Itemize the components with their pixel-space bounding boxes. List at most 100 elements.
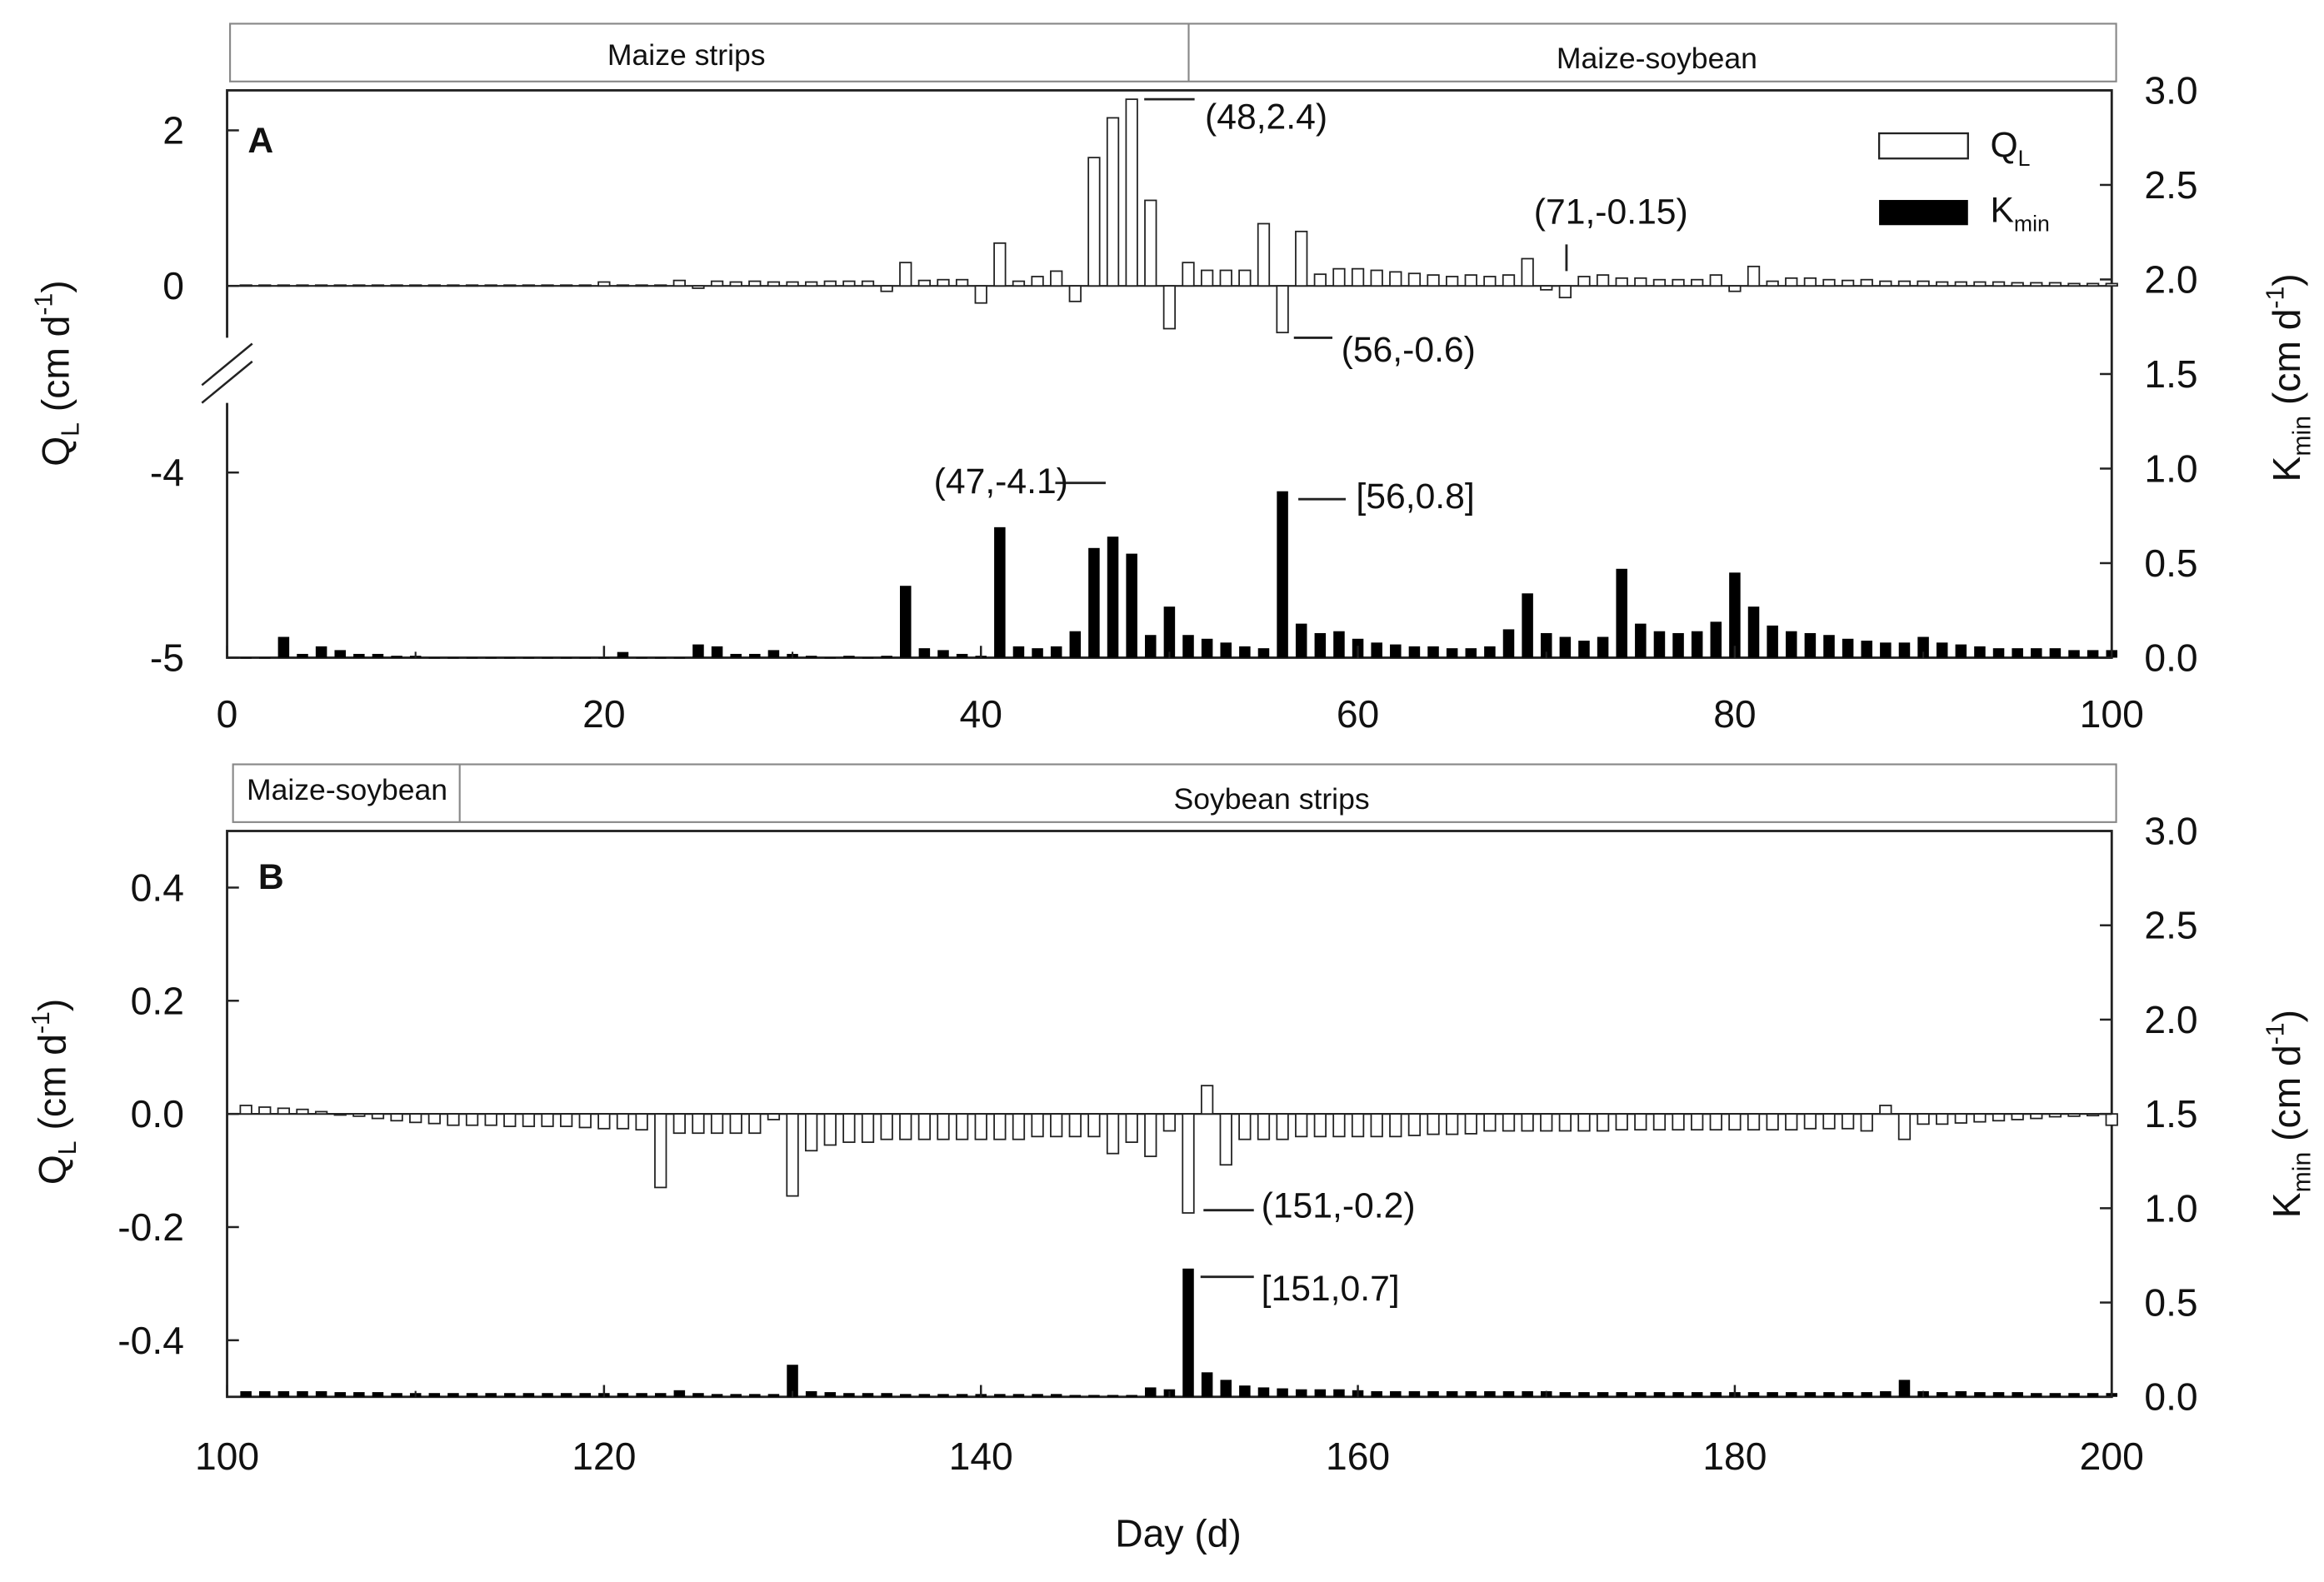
ql-bar xyxy=(1766,1113,1779,1131)
kmin-bar xyxy=(2012,648,2023,658)
kmin-bar xyxy=(1295,1389,1307,1397)
ql-bar xyxy=(427,284,441,287)
kmin-bar xyxy=(1974,1392,1986,1397)
kmin-bar xyxy=(1616,568,1627,658)
kmin-bar xyxy=(692,644,704,658)
kmin-bar xyxy=(1465,1390,1477,1397)
ql-bar xyxy=(1652,278,1667,287)
kmin-bar xyxy=(1390,644,1402,658)
kmin-bar xyxy=(767,650,780,658)
kmin-bar xyxy=(259,1390,271,1397)
kmin-bar xyxy=(1408,1390,1421,1397)
panel-a-stage-box xyxy=(229,22,2117,82)
ql-bar xyxy=(1050,270,1063,287)
right-tick-label: 0.5 xyxy=(2144,1281,2197,1325)
ql-bar xyxy=(974,285,987,304)
kmin-bar xyxy=(1672,1392,1684,1397)
ql-bar xyxy=(899,1113,912,1140)
ql-bar xyxy=(1540,1113,1553,1132)
kmin-bar xyxy=(504,1393,516,1397)
ql-bar xyxy=(1276,1113,1289,1140)
kmin-bar xyxy=(1578,641,1590,658)
ql-bar xyxy=(1879,280,1892,287)
ql-bar xyxy=(861,280,875,287)
ql-bar xyxy=(1709,274,1722,287)
left-tick-label: -0.4 xyxy=(117,1319,184,1362)
kmin-bar xyxy=(240,657,252,659)
kmin-bar xyxy=(1201,638,1213,658)
kmin-bar xyxy=(1597,636,1609,658)
ql-bar xyxy=(352,284,366,287)
kmin-bar xyxy=(1126,553,1137,658)
ql-bar xyxy=(974,1113,987,1140)
kmin-bar xyxy=(881,1393,892,1397)
kmin-bar xyxy=(522,657,535,659)
kmin-bar xyxy=(1917,636,1929,658)
kmin-bar xyxy=(824,1392,837,1397)
panel-a-annotation: (56,-0.6) xyxy=(1342,330,1476,370)
ql-bar xyxy=(333,1113,347,1116)
ql-bar xyxy=(1596,274,1610,287)
panel-b-kmin-bars xyxy=(240,1268,2118,1397)
kmin-bar xyxy=(918,648,931,658)
ql-bar xyxy=(371,1113,385,1120)
x-tick-label: 160 xyxy=(1326,1435,1390,1478)
ql-bar xyxy=(842,280,856,287)
ql-bar xyxy=(2105,1113,2118,1126)
x-tick-label: 100 xyxy=(2080,692,2144,736)
kmin-bar xyxy=(1446,1390,1458,1397)
ql-bar xyxy=(2030,282,2043,287)
ql-bar xyxy=(861,1113,875,1143)
kmin-bar xyxy=(654,1393,667,1397)
kmin-bar xyxy=(1182,1268,1194,1397)
ql-bar xyxy=(1803,277,1817,287)
ql-bar xyxy=(239,1105,252,1115)
kmin-bar xyxy=(1446,648,1458,658)
right-tick-label: 2.0 xyxy=(2144,257,2197,301)
ql-bar xyxy=(1483,276,1497,287)
ql-bar xyxy=(1276,285,1289,334)
kmin-bar xyxy=(1786,631,1797,658)
ql-bar xyxy=(1897,1113,1912,1140)
ql-bar xyxy=(2048,1113,2062,1118)
kmin-bar xyxy=(1145,635,1157,658)
kmin-bar xyxy=(277,1390,290,1397)
kmin-bar xyxy=(1578,1392,1590,1397)
ql-bar xyxy=(1257,222,1271,287)
kmin-bar xyxy=(862,1393,874,1397)
ql-bar xyxy=(2030,1113,2043,1120)
ql-bar xyxy=(1992,281,2006,287)
panel-b-right-ticks: 0.0 0.5 1.0 1.5 2.0 2.5 3.0 xyxy=(2100,810,2198,1419)
ql-bar xyxy=(1502,274,1516,287)
right-tick-label: 3.0 xyxy=(2144,68,2197,112)
ql-bar xyxy=(1012,280,1026,287)
ql-bar xyxy=(1766,280,1779,287)
ql-bar xyxy=(277,284,291,287)
ql-bar xyxy=(2011,282,2024,287)
ql-bar xyxy=(1652,1113,1667,1131)
ql-bar xyxy=(1521,1113,1534,1132)
ql-bar xyxy=(1540,285,1553,291)
kmin-bar xyxy=(636,1393,647,1397)
kmin-bar xyxy=(1239,1385,1251,1397)
ql-bar xyxy=(1728,285,1742,292)
ql-bar xyxy=(484,1113,497,1126)
ql-bar xyxy=(1709,1113,1722,1131)
kmin-bar xyxy=(1050,1394,1062,1397)
ql-bar xyxy=(447,1113,460,1126)
ql-bar xyxy=(1125,1113,1138,1143)
kmin-bar xyxy=(1333,631,1345,658)
ql-bar xyxy=(1936,281,1949,287)
kmin-bar xyxy=(1710,1392,1722,1397)
panel-a-annotation: (48,2.4) xyxy=(1205,97,1327,137)
ql-bar xyxy=(1634,277,1647,287)
kmin-bar xyxy=(899,1394,912,1397)
right-tick-label: 2.5 xyxy=(2144,904,2197,947)
ql-bar xyxy=(352,1113,366,1117)
ql-bar xyxy=(767,281,781,287)
kmin-bar xyxy=(1088,547,1100,658)
ql-bar xyxy=(1954,1113,1967,1124)
ql-bar xyxy=(578,284,592,287)
ql-bar xyxy=(258,1106,272,1115)
kmin-bar xyxy=(2031,648,2042,658)
